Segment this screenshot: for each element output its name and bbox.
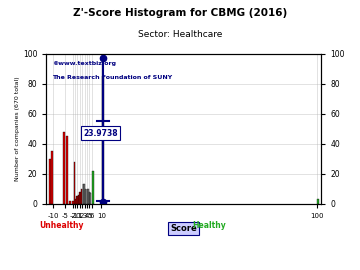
Bar xyxy=(86,188,87,204)
Text: Z'-Score Histogram for CBMG (2016): Z'-Score Histogram for CBMG (2016) xyxy=(73,8,287,18)
Bar xyxy=(49,158,51,204)
Bar xyxy=(75,199,76,204)
Text: Unhealthy: Unhealthy xyxy=(40,221,84,229)
Bar xyxy=(51,151,53,204)
Bar xyxy=(76,196,77,204)
Bar xyxy=(90,193,91,204)
Bar xyxy=(80,191,81,204)
Text: ©www.textbiz.org: ©www.textbiz.org xyxy=(52,61,116,66)
Bar xyxy=(81,188,82,204)
X-axis label: Score: Score xyxy=(171,224,197,233)
Bar xyxy=(69,201,71,204)
Bar xyxy=(63,131,65,204)
Bar xyxy=(74,161,75,204)
Bar xyxy=(317,199,319,204)
Text: The Research Foundation of SUNY: The Research Foundation of SUNY xyxy=(52,75,172,80)
Bar xyxy=(102,76,104,204)
Bar xyxy=(85,188,86,204)
Bar xyxy=(77,196,78,204)
Bar xyxy=(72,201,73,204)
Text: 23.9738: 23.9738 xyxy=(83,129,118,138)
Text: Healthy: Healthy xyxy=(192,221,226,229)
Bar xyxy=(78,195,79,204)
Bar xyxy=(82,184,83,204)
Bar xyxy=(89,191,90,204)
Bar xyxy=(87,188,88,204)
Bar xyxy=(84,184,85,204)
Bar xyxy=(92,171,94,204)
Bar xyxy=(88,188,89,204)
Y-axis label: Number of companies (670 total): Number of companies (670 total) xyxy=(15,76,20,181)
Bar xyxy=(66,136,68,204)
Text: Sector: Healthcare: Sector: Healthcare xyxy=(138,30,222,39)
